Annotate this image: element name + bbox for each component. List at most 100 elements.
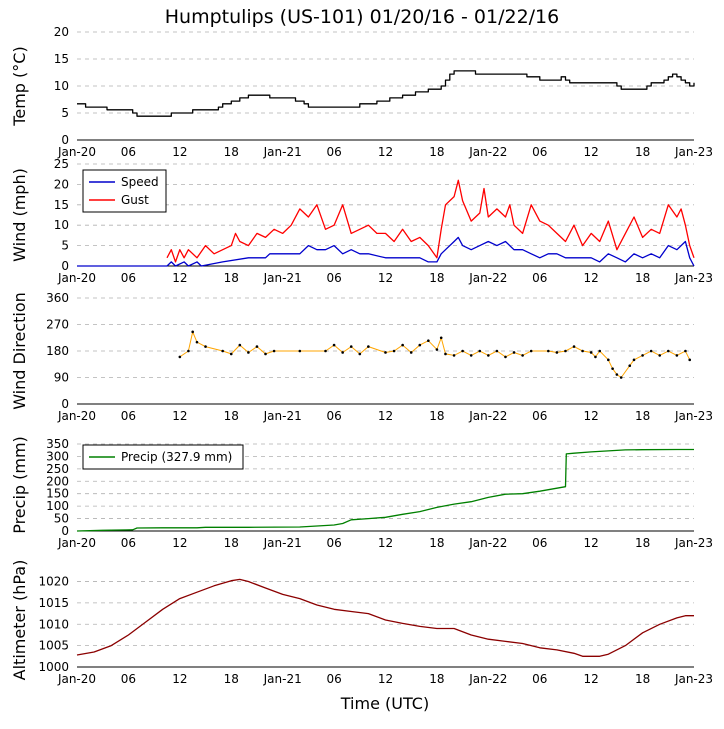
wdir-data-point xyxy=(675,354,679,357)
precip-y-tick-label: 100 xyxy=(46,499,69,513)
alt-y-tick-label: 1005 xyxy=(38,639,69,653)
wind-x-tick-label: 06 xyxy=(326,271,341,285)
alt-y-tick-label: 1020 xyxy=(38,575,69,589)
wdir-data-point xyxy=(229,352,233,356)
alt-x-tick-label: 18 xyxy=(224,672,239,686)
wind-legend-label: Gust xyxy=(121,193,149,207)
wdir-data-point xyxy=(298,349,302,353)
wdir-y-tick-label: 0 xyxy=(61,397,69,411)
precip-x-tick-label: 12 xyxy=(378,536,393,550)
temp-x-tick-label: 12 xyxy=(584,145,599,159)
wdir-data-point xyxy=(555,351,559,354)
wind-x-tick-label: Jan-22 xyxy=(468,271,507,285)
precip-x-tick-label: 12 xyxy=(172,536,187,550)
wdir-data-point xyxy=(504,355,507,359)
wind-y-tick-label: 0 xyxy=(61,259,69,273)
wdir-y-tick-label: 90 xyxy=(54,371,69,385)
wind-x-tick-label: 12 xyxy=(584,271,599,285)
wdir-x-tick-label: Jan-20 xyxy=(57,409,96,423)
wdir-data-point xyxy=(572,345,576,348)
wdir-data-point xyxy=(409,351,413,354)
wind-x-tick-label: 12 xyxy=(378,271,393,285)
temp-x-tick-label: Jan-22 xyxy=(468,145,507,159)
alt-panel: 1000 1005 1010 1015 1020 Jan-20 06 12 18 Jan-21 06… xyxy=(10,560,713,686)
wdir-data-point xyxy=(221,349,224,353)
temp-series-temperature xyxy=(77,70,695,117)
wdir-x-tick-label: 12 xyxy=(172,409,187,423)
precip-x-tick-label: 12 xyxy=(584,536,599,550)
alt-x-tick-label: 12 xyxy=(584,672,599,686)
wdir-data-point xyxy=(684,349,687,353)
wdir-data-point xyxy=(598,349,602,353)
wdir-data-point xyxy=(401,343,404,347)
wdir-data-point xyxy=(512,351,516,354)
wdir-x-tick-label: 12 xyxy=(378,409,393,423)
wdir-x-tick-label: 18 xyxy=(635,409,650,423)
alt-x-tick-label: 12 xyxy=(172,672,187,686)
temp-x-tick-label: Jan-20 xyxy=(57,145,96,159)
wdir-data-point xyxy=(367,345,370,348)
wdir-data-point xyxy=(191,330,194,334)
wdir-data-point xyxy=(487,354,490,357)
wdir-data-point xyxy=(581,349,584,353)
alt-x-tick-label: 06 xyxy=(121,672,136,686)
wdir-data-point xyxy=(435,348,439,351)
wdir-x-tick-label: 18 xyxy=(224,409,239,423)
alt-x-tick-label: Jan-20 xyxy=(57,672,96,686)
precip-x-tick-label: 18 xyxy=(635,536,650,550)
temp-x-tick-label: 12 xyxy=(378,145,393,159)
wdir-data-point xyxy=(666,349,670,353)
wdir-series-line xyxy=(179,330,691,379)
wdir-y-axis-label: Wind Direction xyxy=(10,292,29,410)
wdir-data-point xyxy=(478,349,482,353)
temp-x-tick-label: Jan-23 xyxy=(674,145,713,159)
alt-series-altimeter xyxy=(76,578,694,657)
alt-x-tick-label: 18 xyxy=(635,672,650,686)
wdir-x-tick-label: 12 xyxy=(584,409,599,423)
temp-y-tick-label: 10 xyxy=(54,79,69,93)
wdir-data-point xyxy=(238,343,242,347)
wdir-data-point xyxy=(195,340,199,344)
wdir-y-tick-label: 270 xyxy=(46,318,69,332)
temp-x-tick-label: 06 xyxy=(121,145,136,159)
wdir-data-point xyxy=(632,358,636,362)
alt-y-tick-label: 1010 xyxy=(38,617,69,631)
temp-x-tick-label: 06 xyxy=(532,145,547,159)
wind-y-tick-label: 25 xyxy=(54,157,69,171)
wdir-data-point xyxy=(444,352,447,356)
wdir-x-tick-label: Jan-23 xyxy=(674,409,713,423)
alt-y-tick-label: 1000 xyxy=(38,660,69,674)
wdir-data-point xyxy=(324,349,327,353)
wind-x-tick-label: 18 xyxy=(635,271,650,285)
temp-x-tick-label: 12 xyxy=(172,145,187,159)
wind-legend-label: Speed xyxy=(121,175,159,189)
wind-x-tick-label: 18 xyxy=(429,271,444,285)
wind-y-tick-label: 10 xyxy=(54,218,69,232)
wind-y-axis-label: Wind (mph) xyxy=(10,168,29,262)
wdir-data-point xyxy=(264,352,267,356)
wind-x-tick-label: 18 xyxy=(224,271,239,285)
wdir-data-point xyxy=(187,349,190,353)
wdir-data-point xyxy=(178,355,182,359)
precip-x-tick-label: Jan-20 xyxy=(57,536,96,550)
chart-title: Humptulips (US-101) 01/20/16 - 01/22/16 xyxy=(164,6,560,28)
temp-x-tick-label: 18 xyxy=(429,145,444,159)
wdir-data-point xyxy=(247,351,250,354)
wdir-data-point xyxy=(607,358,610,362)
temp-x-tick-label: 06 xyxy=(326,145,341,159)
wdir-data-point xyxy=(495,349,499,353)
temp-x-tick-label: Jan-21 xyxy=(263,145,302,159)
wdir-y-tick-label: 360 xyxy=(46,291,69,305)
precip-x-tick-label: Jan-21 xyxy=(263,536,302,550)
wdir-data-point xyxy=(547,349,550,353)
wdir-x-tick-label: 06 xyxy=(532,409,547,423)
alt-x-tick-label: 18 xyxy=(429,672,444,686)
wind-legend xyxy=(82,169,167,213)
precip-y-tick-label: 250 xyxy=(46,462,69,476)
wdir-data-point xyxy=(418,343,422,347)
wind-y-tick-label: 20 xyxy=(54,177,69,191)
precip-y-tick-label: 200 xyxy=(46,474,69,488)
temp-x-tick-label: 18 xyxy=(224,145,239,159)
wind-x-tick-label: 06 xyxy=(121,271,136,285)
